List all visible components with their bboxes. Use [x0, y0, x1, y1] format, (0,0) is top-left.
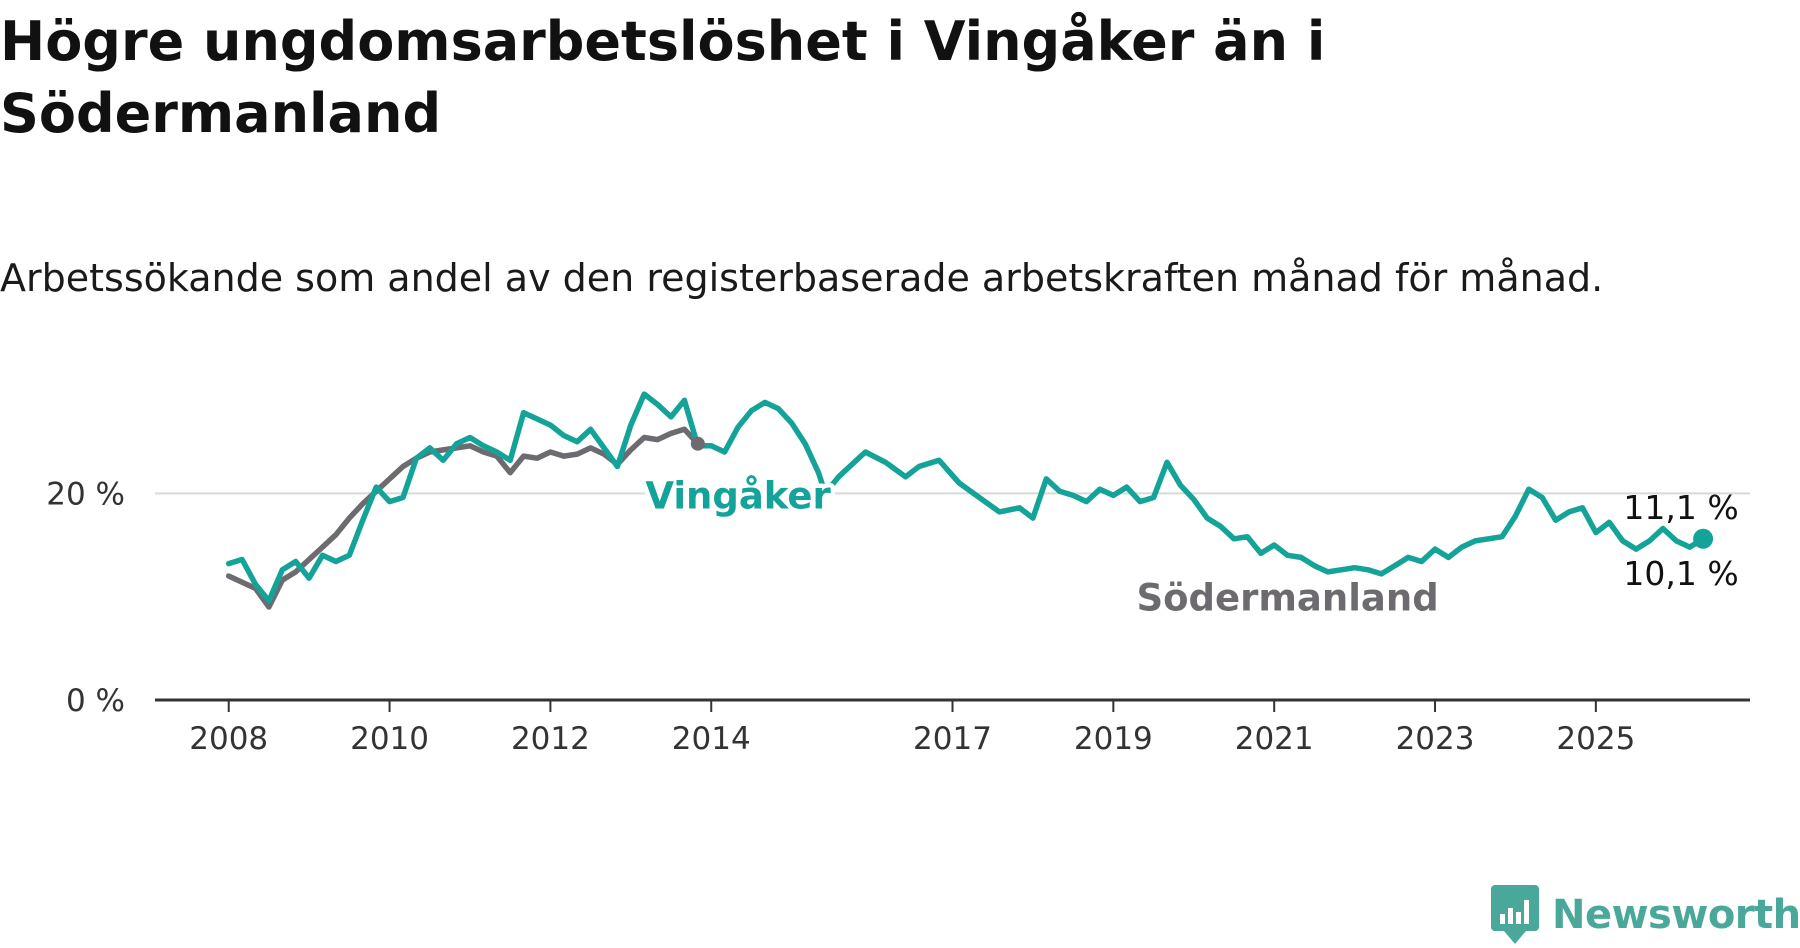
y-axis: 0 % 20 %: [46, 476, 125, 719]
end-label-sodermanland: 10,1 %: [1623, 554, 1738, 593]
y-tick-label: 0 %: [66, 683, 125, 719]
end-label-vingaker: 11,1 %: [1623, 488, 1738, 527]
chart-subtitle: Arbetssökande som andel av den registerb…: [0, 256, 1604, 300]
x-tick-label: 2019: [1074, 721, 1153, 757]
y-tick-label: 20 %: [46, 476, 125, 512]
series-lines: [225, 391, 1714, 610]
brand-logo: Newsworthy: [1490, 883, 1800, 947]
x-tick-label: 2010: [350, 721, 429, 757]
end-point-vingaker: [1693, 528, 1714, 549]
x-tick-label: 2021: [1235, 721, 1314, 757]
newsworthy-logo-icon: [1491, 885, 1539, 944]
end-point-sodermanland: [690, 436, 705, 451]
chart-title: Högre ungdomsarbetslöshet i Vingåker än …: [0, 10, 1326, 145]
x-tick-label: 2023: [1396, 721, 1475, 757]
x-axis: 2008 2010 2012 2014 2017 2019 2021 2023 2025: [155, 698, 1750, 757]
x-tick-label: 2017: [913, 721, 992, 757]
brand-name: Newsworthy: [1552, 892, 1800, 938]
x-tick-label: 2008: [189, 721, 268, 757]
series-label-vingaker: Vingåker: [645, 474, 831, 517]
x-tick-label: 2025: [1556, 721, 1635, 757]
x-tick-label: 2014: [672, 721, 751, 757]
x-tick-label: 2012: [511, 721, 590, 757]
series-line-sodermanland: [225, 426, 701, 610]
series-line-vingaker: [225, 391, 1706, 604]
series-label-sodermanland: Södermanland: [1136, 577, 1438, 620]
series-labels: 11,1 % 10,1 % Vingåker Södermanland: [641, 470, 1739, 624]
